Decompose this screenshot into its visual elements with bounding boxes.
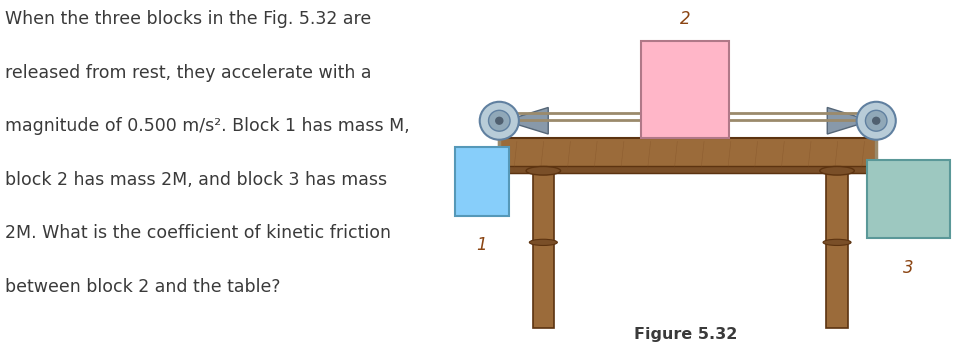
Text: between block 2 and the table?: between block 2 and the table? xyxy=(5,278,280,296)
Text: When the three blocks in the Fig. 5.32 are: When the three blocks in the Fig. 5.32 a… xyxy=(5,10,371,28)
Ellipse shape xyxy=(871,117,879,124)
Polygon shape xyxy=(505,108,548,134)
Bar xyxy=(867,160,949,238)
Text: block 2 has mass 2M, and block 3 has mass: block 2 has mass 2M, and block 3 has mas… xyxy=(5,171,386,189)
Bar xyxy=(454,147,509,216)
Bar xyxy=(825,172,847,328)
Ellipse shape xyxy=(865,110,886,131)
Ellipse shape xyxy=(856,102,895,140)
Polygon shape xyxy=(826,108,869,134)
Text: released from rest, they accelerate with a: released from rest, they accelerate with… xyxy=(5,64,371,82)
Bar xyxy=(532,172,554,328)
Text: 2: 2 xyxy=(680,10,689,28)
Bar xyxy=(641,41,729,138)
Text: 3: 3 xyxy=(903,259,912,277)
Bar xyxy=(499,166,875,172)
Ellipse shape xyxy=(488,110,510,131)
Ellipse shape xyxy=(819,167,854,175)
Ellipse shape xyxy=(525,167,560,175)
Ellipse shape xyxy=(479,102,518,140)
Text: Figure 5.32: Figure 5.32 xyxy=(633,327,736,342)
Text: magnitude of 0.500 m/s². Block 1 has mass M,: magnitude of 0.500 m/s². Block 1 has mas… xyxy=(5,117,409,135)
Ellipse shape xyxy=(822,239,850,246)
Text: 2M. What is the coefficient of kinetic friction: 2M. What is the coefficient of kinetic f… xyxy=(5,224,390,242)
Ellipse shape xyxy=(495,117,503,124)
Bar xyxy=(499,138,875,172)
Ellipse shape xyxy=(529,239,556,246)
Text: 1: 1 xyxy=(476,236,486,254)
